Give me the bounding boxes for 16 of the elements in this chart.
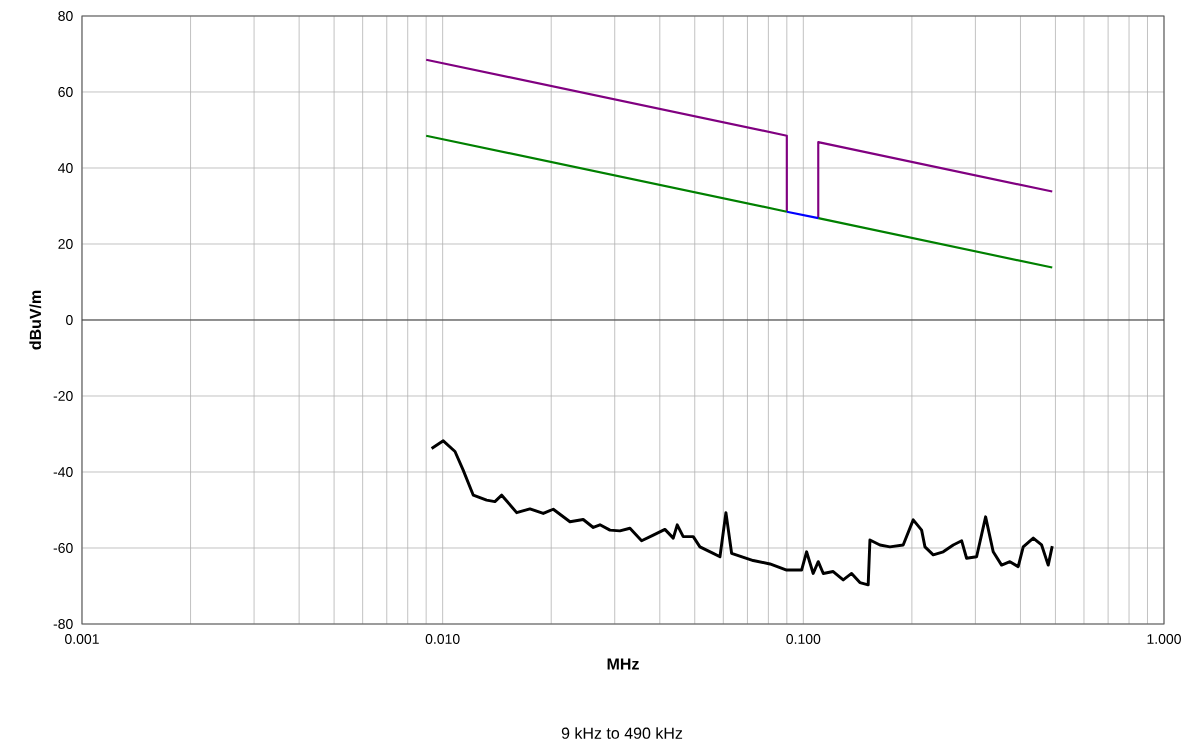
- x-tick-label: 0.001: [65, 634, 99, 644]
- x-tick-label: 0.100: [786, 634, 821, 644]
- x-tick-label: 1.000: [1147, 634, 1181, 644]
- y-tick-label: -20: [53, 391, 73, 401]
- y-tick-label: 0: [66, 315, 73, 325]
- x-axis-title: MHz: [607, 658, 639, 670]
- y-tick-label: 20: [58, 239, 73, 249]
- y-tick-label: 60: [58, 87, 73, 97]
- y-tick-label: 40: [58, 163, 73, 173]
- y-tick-label: -40: [53, 467, 73, 477]
- y-tick-label: -80: [53, 619, 73, 629]
- text: 9 kHz to 490 kHz: [561, 727, 683, 739]
- y-tick-label: 80: [58, 11, 73, 21]
- y-tick-label: -60: [53, 543, 73, 553]
- y-axis-title: dBuV/m: [29, 290, 42, 350]
- x-tick-label: 0.010: [425, 634, 460, 644]
